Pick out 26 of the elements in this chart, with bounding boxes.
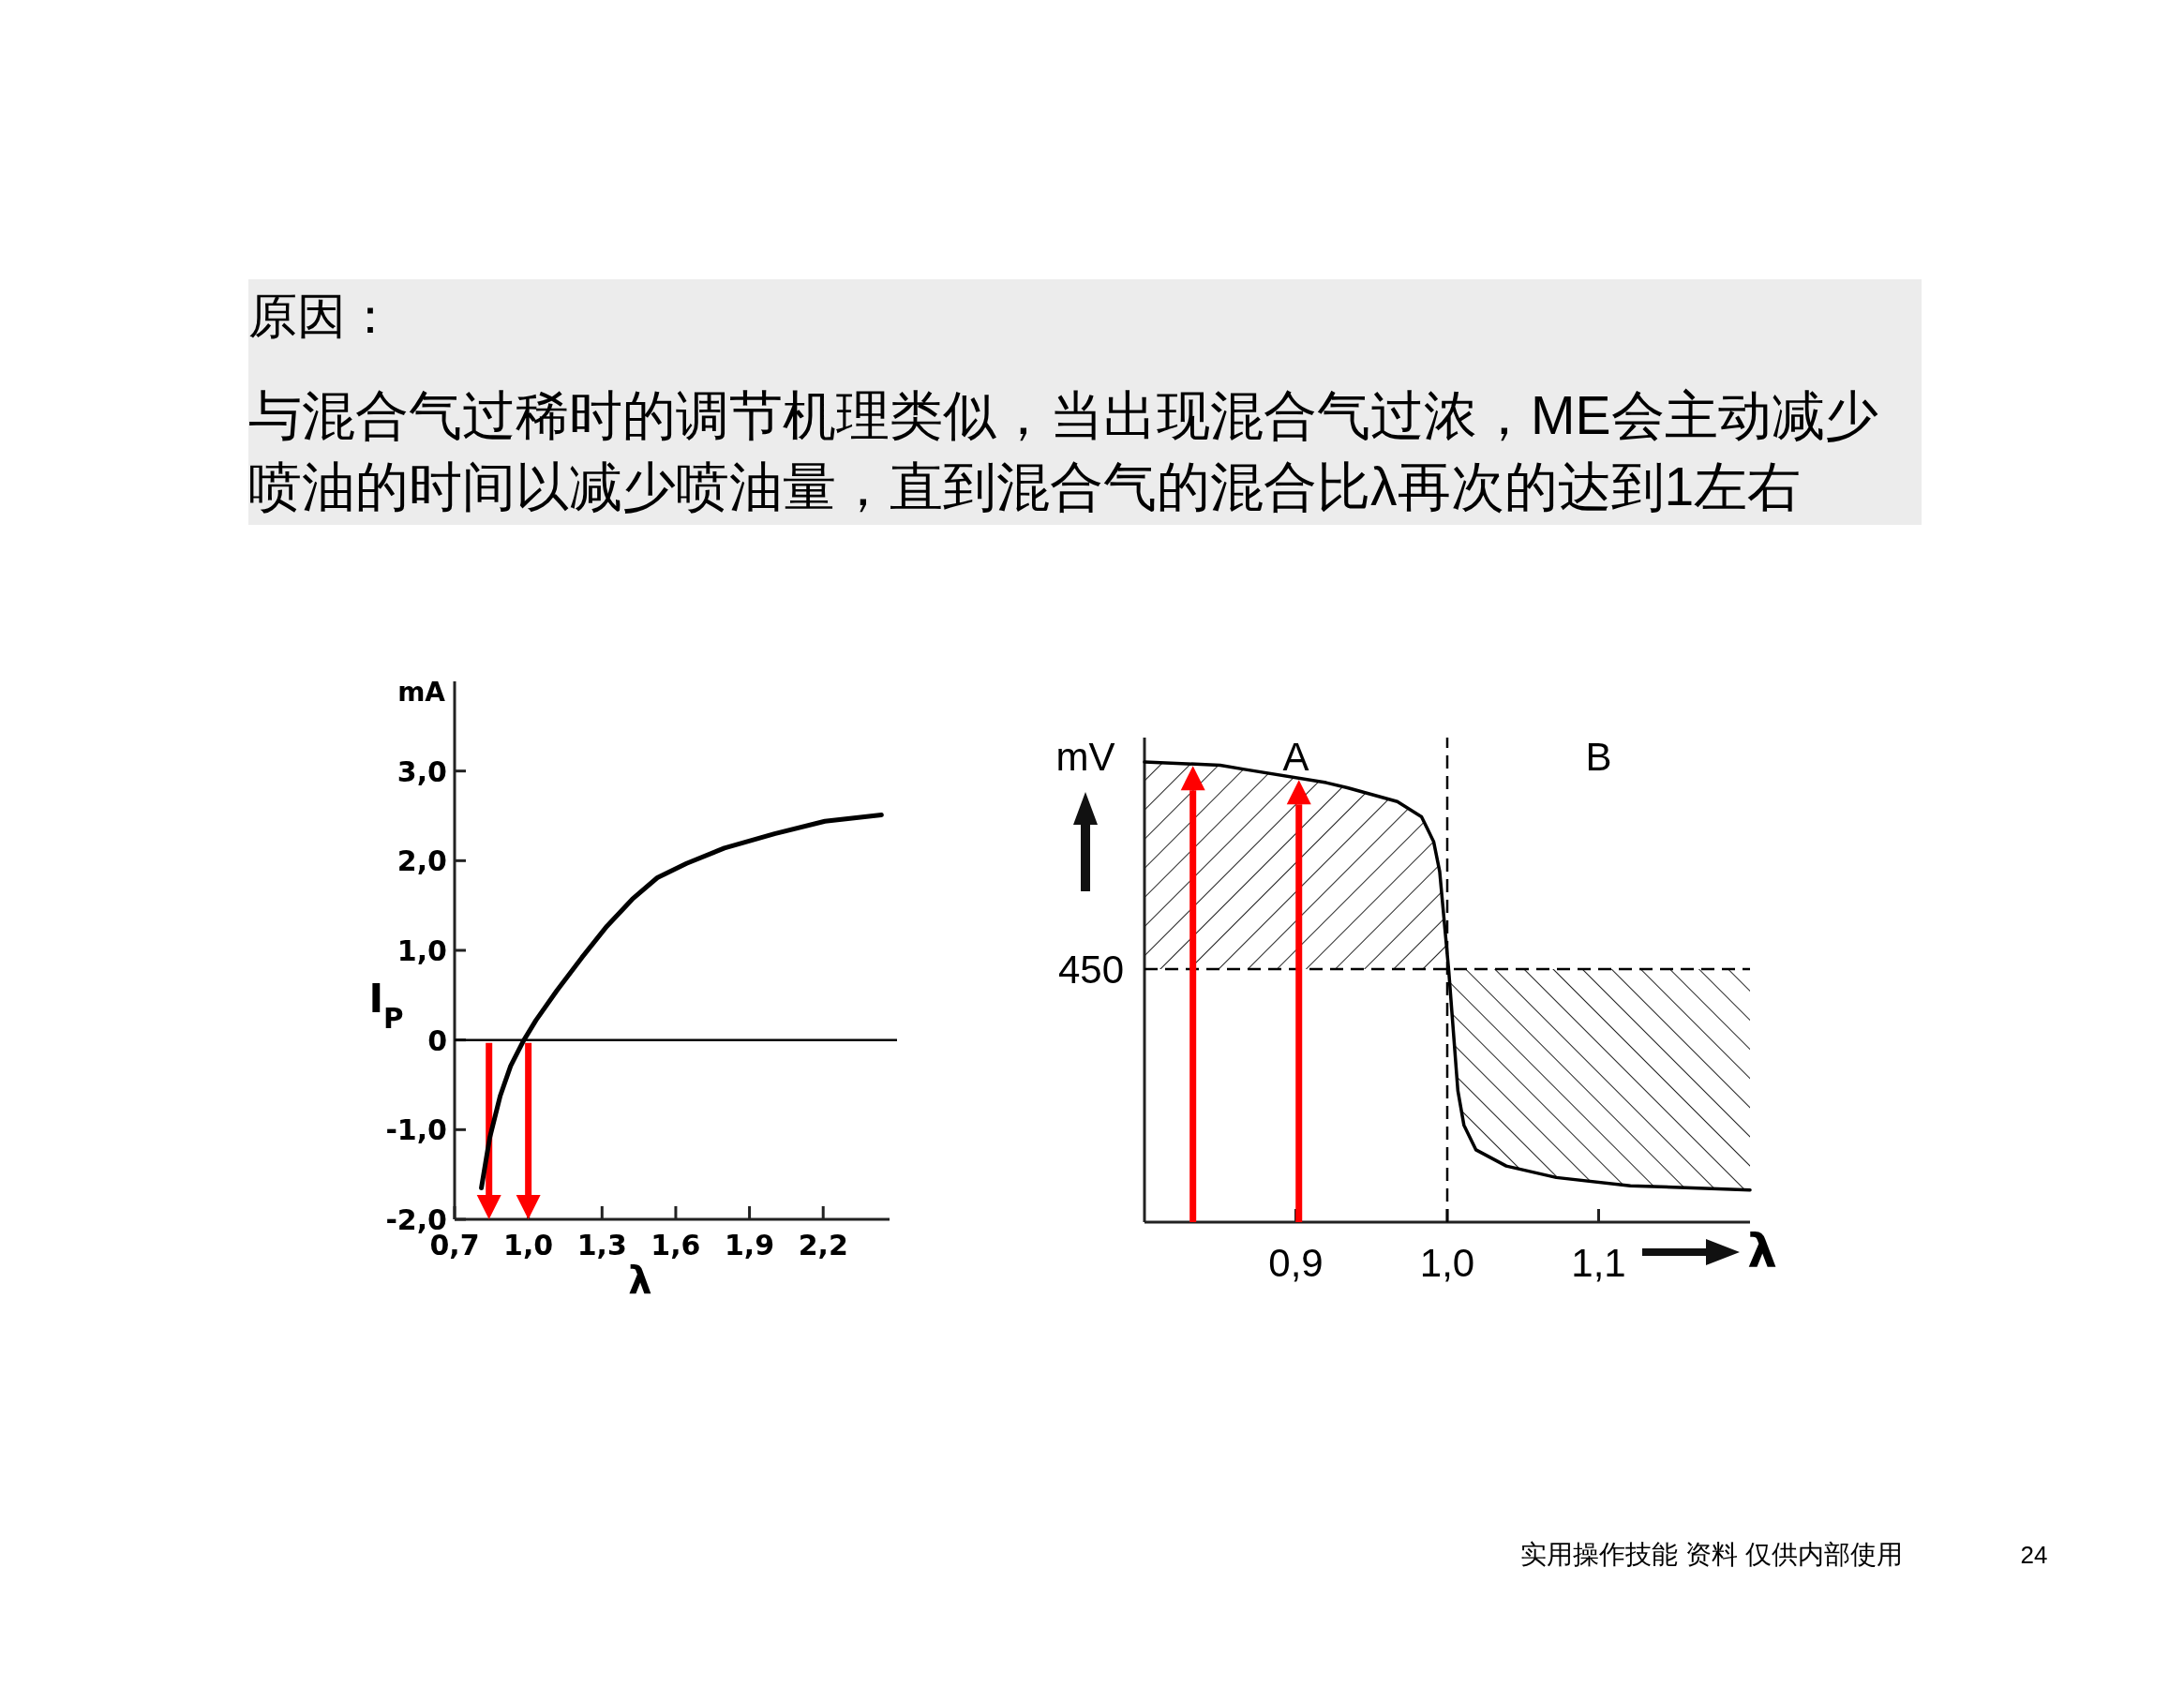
x-tick-label: 1,1 <box>1571 1241 1626 1285</box>
annotation: B <box>1585 735 1612 779</box>
y-tick-label: 0 <box>427 1023 447 1057</box>
text: mA <box>397 677 446 708</box>
x-tick-label: 1,0 <box>503 1229 554 1262</box>
x-tick-label: 0,9 <box>1268 1241 1324 1285</box>
y-tick-label: -1,0 <box>385 1113 447 1147</box>
x-axis-title: λ <box>628 1259 652 1302</box>
x-tick-label: 1,9 <box>725 1229 775 1262</box>
x-tick-label: 1,0 <box>1419 1241 1475 1285</box>
x-tick-label: 1,6 <box>651 1229 701 1262</box>
x-tick-label: 2,2 <box>798 1229 848 1262</box>
y-axis-title: mV <box>1055 735 1115 779</box>
text: 与混合气过稀时的调节机理类似，当出现混合气过浓，ME会主动减少喷油的时间以减少喷油量，直到混合气的混合比λ再次的达到1左右 <box>248 385 1878 516</box>
x-tick-label: 1,3 <box>576 1229 627 1262</box>
y-tick-label: 3,0 <box>396 754 447 788</box>
x-axis-title: λ <box>1747 1224 1777 1278</box>
chart-title: 原因： <box>248 289 395 343</box>
text: 实用操作技能 资料 仅供内部使用 <box>1520 1540 1903 1569</box>
y-tick-label: 2,0 <box>396 844 447 878</box>
annotation: A <box>1282 735 1309 779</box>
text: 450 <box>1057 947 1124 992</box>
x-tick-label: 0,7 <box>429 1229 480 1262</box>
y-axis-title: I$_{P}$ <box>368 976 404 1035</box>
text: 24 <box>2020 1541 2048 1569</box>
y-tick-label: 1,0 <box>396 934 447 967</box>
